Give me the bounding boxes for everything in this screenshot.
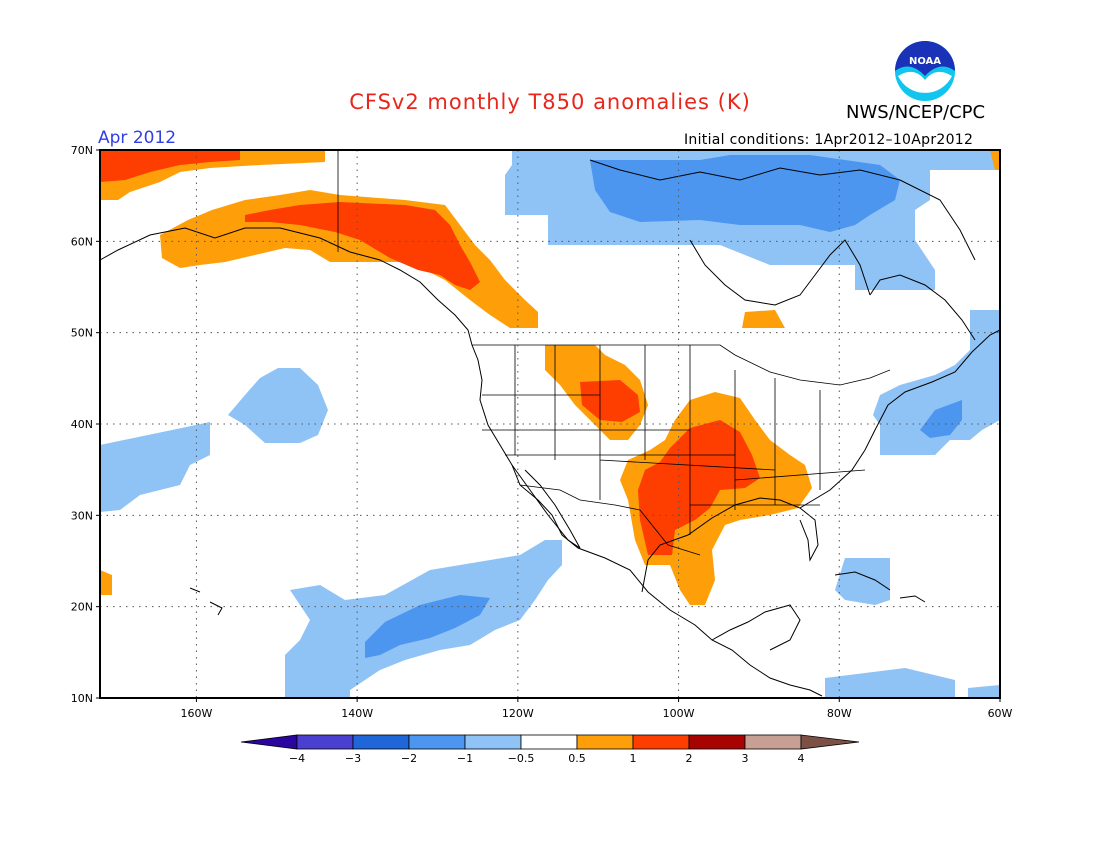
anomaly-shading	[100, 150, 1000, 698]
anomaly-region-hudson-spot	[742, 310, 785, 328]
coastline-east	[799, 329, 1001, 509]
coastline-labrador	[869, 274, 976, 341]
lat-tick-label: 60N	[71, 235, 93, 248]
us-mexico-border	[519, 484, 701, 556]
state-lines	[482, 345, 866, 535]
anomaly-region-yukon	[245, 202, 480, 290]
anomaly-region-central-america	[825, 668, 955, 698]
political-boundaries	[337, 150, 891, 556]
agency-credit: NWS/NCEP/CPC	[846, 102, 986, 123]
anomaly-region-arctic-edge	[990, 150, 1000, 170]
map-gridlines	[96, 149, 1001, 702]
color-bar-swatch	[296, 734, 354, 750]
color-bar	[240, 734, 860, 750]
color-bar-label: −4	[289, 752, 305, 765]
coastline-hudson-bay	[689, 239, 871, 306]
color-bar-label: −3	[345, 752, 361, 765]
color-bar-swatch	[352, 734, 410, 750]
noaa-logo-icon: NOAA	[895, 41, 955, 101]
initial-conditions: Initial conditions: 1Apr2012–10Apr2012	[684, 132, 974, 148]
lon-tick-label: 60W	[988, 707, 1013, 720]
color-bar-labels: −4 −3 −2 −1 −0.5 0.5 1 2 3 4	[289, 752, 805, 765]
canada-us-border	[472, 344, 891, 386]
coastline-hispaniola	[899, 595, 926, 603]
logo-text: NOAA	[909, 56, 941, 67]
color-bar-swatch	[688, 734, 746, 750]
lon-tick-label: 120W	[502, 707, 534, 720]
color-bar-label: 0.5	[568, 752, 586, 765]
coastline-arctic-islands	[589, 159, 976, 261]
lat-tick-label: 20N	[71, 601, 93, 614]
coastlines	[99, 159, 1001, 697]
color-bar-label: 4	[798, 752, 805, 765]
color-bar-swatch	[520, 734, 578, 750]
color-bar-swatch	[464, 734, 522, 750]
anomaly-region-arctic-red	[100, 150, 240, 182]
map-frame	[99, 149, 1001, 699]
lat-tick-label: 40N	[71, 418, 93, 431]
coastline-gulf	[641, 497, 819, 593]
anomaly-region-off-east-coast	[920, 400, 962, 438]
color-bar-label: −2	[401, 752, 417, 765]
anomaly-region-caribbean	[835, 558, 890, 605]
coastline-yucatan	[711, 604, 801, 651]
color-bar-swatch	[632, 734, 690, 750]
lat-tick-label: 10N	[71, 692, 93, 705]
lon-tick-label: 160W	[180, 707, 212, 720]
coastline-cuba	[834, 571, 891, 591]
color-bar-swatch-high	[800, 734, 860, 750]
color-bar-swatch-low	[240, 734, 298, 750]
anomaly-region-se-corner	[968, 685, 1000, 698]
coastline-hawaii	[189, 587, 223, 616]
lon-tick-label: 80W	[827, 707, 852, 720]
lat-tick-label: 30N	[71, 509, 93, 522]
color-bar-label: 1	[630, 752, 637, 765]
lat-tick-label: 70N	[71, 144, 93, 157]
anomaly-region-plains	[638, 420, 760, 555]
color-bar-label: 3	[742, 752, 749, 765]
lon-tick-label: 100W	[663, 707, 695, 720]
anomaly-region-hudson-bay	[590, 155, 900, 232]
color-bar-label: 2	[686, 752, 693, 765]
color-bar-swatch	[576, 734, 634, 750]
lon-tick-label: 140W	[341, 707, 373, 720]
lat-tick-label: 50N	[71, 327, 93, 340]
longitude-tick-labels: 160W 140W 120W 100W 80W 60W	[180, 707, 1012, 720]
anomaly-region-tropical-pacific-core	[365, 595, 490, 658]
anomaly-region-nw-atlantic	[873, 310, 1000, 455]
anomaly-region-colorado	[580, 380, 640, 422]
color-bar-swatch	[744, 734, 802, 750]
color-bar-label: −0.5	[508, 752, 535, 765]
color-bar-swatch	[408, 734, 466, 750]
chart-title: CFSv2 monthly T850 anomalies (K)	[349, 90, 751, 114]
anomaly-region-pacific-islands	[100, 570, 112, 595]
coastline-baja	[511, 464, 581, 549]
anomaly-region-central-pacific	[100, 422, 210, 512]
anomaly-region-north-pacific	[228, 368, 328, 443]
color-bar-label: −1	[457, 752, 473, 765]
coastline-west	[99, 227, 823, 697]
forecast-period: Apr 2012	[98, 128, 177, 148]
latitude-tick-labels: 70N 60N 50N 40N 30N 20N 10N	[71, 144, 93, 705]
